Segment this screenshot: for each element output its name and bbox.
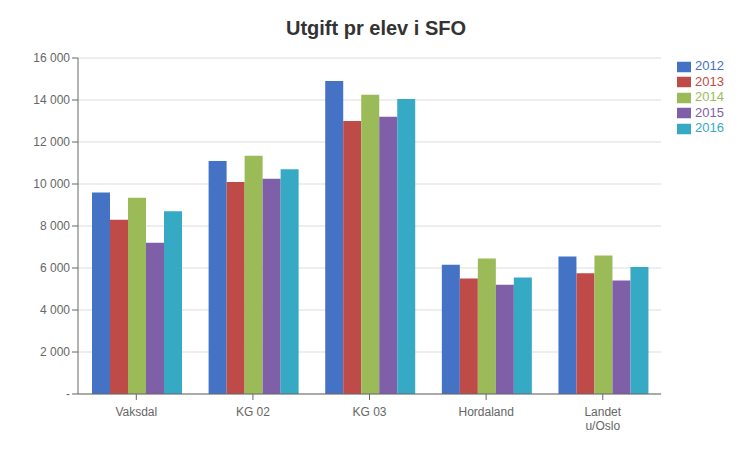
svg-text:16 000: 16 000	[33, 51, 70, 65]
svg-text:6 000: 6 000	[40, 261, 70, 275]
svg-text:4 000: 4 000	[40, 303, 70, 317]
html-text:2012: 2012	[695, 58, 724, 73]
svg-text:2 000: 2 000	[40, 345, 70, 359]
svg-text:-: -	[66, 387, 70, 401]
svg-text:8 000: 8 000	[40, 219, 70, 233]
svg-text:Vaksdal: Vaksdal	[115, 405, 157, 419]
html-text:2015: 2015	[695, 104, 724, 120]
html-text:2014: 2014	[695, 89, 724, 105]
svg-text:KG 03: KG 03	[353, 405, 387, 419]
svg-text:14 000: 14 000	[33, 93, 70, 107]
html-text:2013: 2013	[695, 73, 724, 89]
svg-text:10 000: 10 000	[33, 177, 70, 191]
svg-text:12 000: 12 000	[33, 135, 70, 149]
html-text:2016: 2016	[695, 120, 724, 136]
svg-text:Hordaland: Hordaland	[458, 405, 513, 419]
svg-text:Landetu/Oslo: Landetu/Oslo	[584, 405, 621, 433]
html-text:Utgift pr elev i SFO: Utgift pr elev i SFO	[286, 17, 466, 39]
svg-text:KG 02: KG 02	[236, 405, 270, 419]
